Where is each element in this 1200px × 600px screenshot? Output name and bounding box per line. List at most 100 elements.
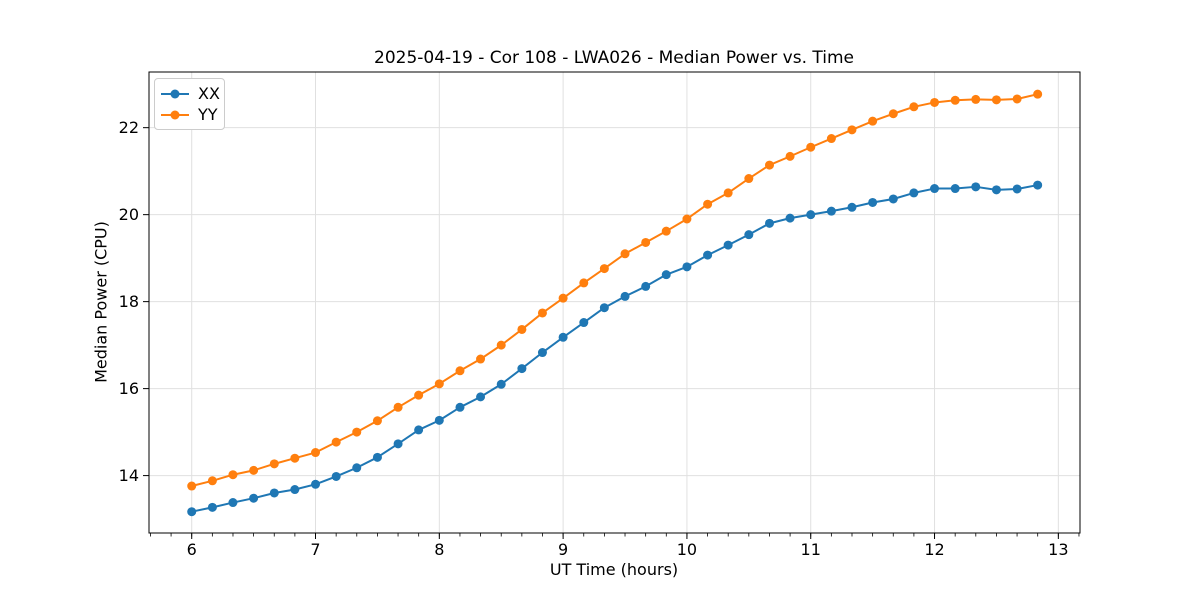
legend-line-sample-xx xyxy=(161,89,189,98)
data-point-xx xyxy=(249,493,259,503)
x-tick-label: 6 xyxy=(187,540,197,559)
x-tick-label: 11 xyxy=(801,540,821,559)
y-tick-label: 18 xyxy=(119,292,139,311)
data-point-yy xyxy=(476,354,486,364)
data-point-xx xyxy=(620,291,630,301)
data-point-xx xyxy=(455,402,465,412)
data-point-yy xyxy=(372,416,382,426)
data-point-xx xyxy=(228,498,238,508)
data-point-yy xyxy=(187,481,197,491)
legend-item-xx: XX xyxy=(160,83,220,104)
data-point-yy xyxy=(207,476,217,486)
data-point-xx xyxy=(579,318,589,328)
data-point-xx xyxy=(682,262,692,272)
data-point-xx xyxy=(187,507,197,517)
data-point-xx xyxy=(868,197,878,207)
data-point-yy xyxy=(888,109,898,119)
legend: XX YY xyxy=(154,78,225,130)
series-line-xx xyxy=(191,184,1038,513)
data-point-yy xyxy=(1033,89,1043,99)
data-point-yy xyxy=(311,448,321,458)
data-point-xx xyxy=(599,303,609,313)
data-point-yy xyxy=(785,151,795,161)
data-point-yy xyxy=(496,340,506,350)
data-point-yy xyxy=(393,402,403,412)
data-point-yy xyxy=(744,174,754,184)
data-point-xx xyxy=(372,452,382,462)
x-tick-label: 7 xyxy=(310,540,320,559)
x-axis-label: UT Time (hours) xyxy=(549,560,679,579)
y-tick-label: 20 xyxy=(119,205,139,224)
data-point-xx xyxy=(806,210,816,220)
data-point-xx xyxy=(991,185,1001,195)
data-point-xx xyxy=(930,184,940,194)
legend-line-sample-yy xyxy=(161,110,189,119)
y-tick-label: 14 xyxy=(119,466,139,485)
data-point-yy xyxy=(537,308,547,318)
data-point-yy xyxy=(620,249,630,259)
data-point-yy xyxy=(1012,94,1022,104)
data-point-xx xyxy=(414,425,424,435)
data-point-yy xyxy=(971,94,981,104)
data-point-yy xyxy=(661,226,671,236)
x-tick-label: 10 xyxy=(677,540,697,559)
y-axis-label: Median Power (CPU) xyxy=(91,221,111,383)
x-tick-label: 13 xyxy=(1048,540,1068,559)
data-point-xx xyxy=(765,218,775,228)
data-point-xx xyxy=(703,250,713,260)
data-point-xx xyxy=(352,463,362,473)
data-point-yy xyxy=(579,278,589,288)
data-point-xx xyxy=(207,502,217,512)
data-point-xx xyxy=(496,379,506,389)
data-point-xx xyxy=(558,332,568,342)
data-point-xx xyxy=(847,202,857,212)
data-point-yy xyxy=(331,437,341,447)
data-point-yy xyxy=(434,379,444,389)
legend-label-xx: XX xyxy=(198,83,220,103)
data-point-yy xyxy=(806,142,816,152)
data-point-xx xyxy=(909,188,919,198)
data-point-xx xyxy=(661,270,671,280)
data-point-yy xyxy=(826,134,836,144)
data-point-xx xyxy=(723,240,733,250)
data-point-xx xyxy=(785,213,795,223)
data-point-xx xyxy=(1012,184,1022,194)
data-point-yy xyxy=(517,324,527,334)
data-point-yy xyxy=(269,459,279,469)
data-point-yy xyxy=(682,214,692,224)
data-point-yy xyxy=(765,160,775,170)
data-point-xx xyxy=(888,194,898,204)
data-point-xx xyxy=(269,488,279,498)
data-point-xx xyxy=(331,471,341,481)
x-tick-label: 8 xyxy=(434,540,444,559)
legend-label-yy: YY xyxy=(198,104,218,124)
data-point-xx xyxy=(641,281,651,291)
data-point-xx xyxy=(290,485,300,495)
data-point-yy xyxy=(847,125,857,135)
data-point-xx xyxy=(1033,180,1043,190)
data-point-xx xyxy=(744,230,754,240)
data-point-yy xyxy=(930,97,940,107)
data-point-yy xyxy=(950,95,960,105)
data-point-yy xyxy=(909,102,919,112)
series-line-yy xyxy=(191,93,1038,487)
data-point-yy xyxy=(455,366,465,376)
data-point-yy xyxy=(723,188,733,198)
data-point-yy xyxy=(641,237,651,247)
data-point-yy xyxy=(558,293,568,303)
data-point-xx xyxy=(476,392,486,402)
data-point-yy xyxy=(228,470,238,480)
data-point-yy xyxy=(290,453,300,463)
data-point-yy xyxy=(414,390,424,400)
data-point-yy xyxy=(703,199,713,209)
data-point-xx xyxy=(971,182,981,192)
data-point-yy xyxy=(599,264,609,274)
data-point-yy xyxy=(868,116,878,126)
data-point-xx xyxy=(311,479,321,489)
data-point-xx xyxy=(826,206,836,216)
data-point-yy xyxy=(249,465,259,475)
data-point-yy xyxy=(991,95,1001,105)
data-point-yy xyxy=(352,427,362,437)
data-point-xx xyxy=(950,184,960,194)
